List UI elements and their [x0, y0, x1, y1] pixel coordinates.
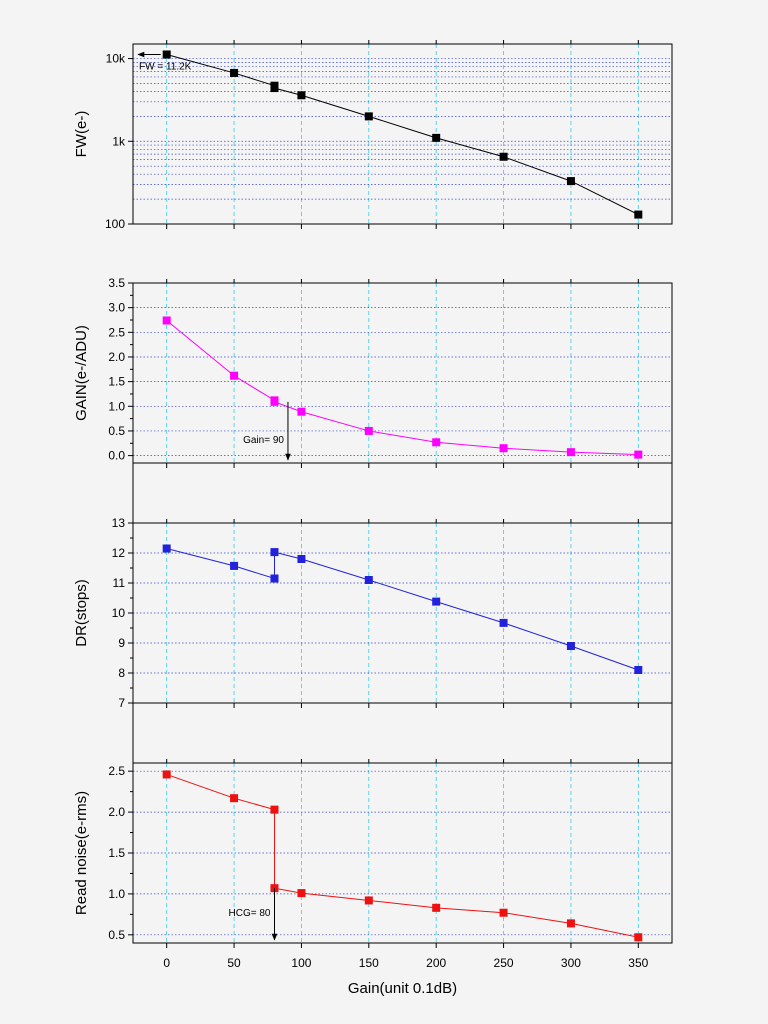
data-point	[634, 210, 643, 219]
x-tick-label: 200	[426, 956, 446, 970]
data-point	[566, 919, 575, 928]
data-point	[270, 84, 279, 93]
data-point	[162, 544, 171, 553]
data-point	[432, 133, 441, 142]
y-tick-label: 10k	[106, 52, 126, 66]
annotation-label: FW = 11.2K	[139, 61, 192, 72]
data-point	[270, 805, 279, 814]
y-tick-label: 2.5	[108, 764, 125, 778]
y-axis-label: DR(stops)	[73, 579, 90, 647]
y-tick-label: 0.0	[108, 449, 125, 463]
x-tick-label: 100	[291, 956, 311, 970]
y-tick-label: 1.0	[108, 887, 125, 901]
y-tick-label: 12	[112, 546, 126, 560]
data-point	[364, 576, 373, 584]
data-point	[364, 112, 373, 121]
panel-4: 0.5 1.0 1.5 2.0 2.5 Read noise(e-rms) HCG= 80	[73, 759, 673, 948]
data-point	[499, 444, 508, 453]
y-tick-label: 1.5	[108, 375, 125, 389]
data-point	[566, 642, 575, 650]
y-axis-label: Read noise(e-rms)	[73, 791, 90, 915]
y-tick-label: 1.5	[108, 846, 125, 860]
y-tick-label: 3.0	[108, 301, 125, 315]
y-tick-label: 0.5	[108, 424, 125, 438]
y-axis-label: FW(e-)	[73, 111, 90, 158]
series-line	[166, 320, 639, 456]
data-point	[270, 548, 279, 557]
x-tick-label: 150	[359, 956, 379, 970]
data-point	[230, 561, 239, 570]
data-point	[566, 177, 575, 186]
data-point	[162, 316, 171, 325]
data-point	[566, 448, 575, 457]
x-tick-label: 0	[163, 956, 170, 970]
data-point	[634, 933, 643, 942]
data-point	[270, 397, 279, 406]
data-point	[499, 152, 508, 161]
y-tick-label: 9	[118, 636, 125, 650]
data-point	[270, 574, 279, 583]
series-line	[166, 773, 639, 938]
data-point	[297, 407, 306, 416]
data-point	[634, 450, 643, 459]
data-point	[230, 371, 239, 380]
x-tick-label: 250	[494, 956, 514, 970]
data-point	[634, 666, 643, 674]
panel-2: 0.0 0.5 1.0 1.5 2.0 2.5 3.0 3.5 GAIN(e-/ADU) Gain…	[73, 276, 673, 468]
y-tick-label: 10	[112, 606, 126, 620]
y-tick-label: 0.5	[108, 928, 125, 942]
data-point	[432, 597, 441, 606]
y-tick-label: 1.0	[108, 399, 125, 413]
plot-frame	[132, 43, 673, 225]
panel-3: 7 8 9 10 11 12 13 DR(stops)	[73, 516, 673, 710]
y-tick-label: 7	[118, 696, 125, 710]
y-tick-label: 3.5	[108, 276, 125, 290]
annotation-label: HCG= 80	[229, 908, 271, 919]
panel-1: 100 1k 10k FW(e-) FW = 11.2K	[73, 40, 673, 231]
data-point	[364, 896, 373, 905]
x-tick-label: 350	[628, 956, 648, 970]
y-tick-label: 8	[118, 666, 125, 680]
data-point	[230, 68, 239, 77]
data-point	[230, 794, 239, 803]
data-point	[499, 908, 508, 917]
y-tick-label: 2.0	[108, 350, 125, 364]
x-tick-label: 300	[561, 956, 581, 970]
x-axis-label: Gain(unit 0.1dB)	[348, 980, 457, 997]
data-point	[162, 770, 171, 779]
plot-frame	[132, 282, 673, 464]
y-tick-label: 13	[112, 516, 126, 530]
y-tick-label: 100	[105, 217, 125, 231]
data-point	[297, 889, 306, 898]
y-tick-label: 1k	[112, 134, 126, 148]
y-tick-label: 11	[113, 576, 126, 590]
data-point	[432, 903, 441, 912]
y-axis-label: GAIN(e-/ADU)	[73, 325, 90, 421]
data-point	[297, 91, 306, 100]
data-point	[432, 438, 441, 447]
data-point	[499, 618, 508, 627]
data-point	[297, 555, 306, 563]
y-tick-label: 2.0	[108, 805, 125, 819]
data-point	[364, 426, 373, 435]
annotation-label: Gain= 90	[243, 435, 284, 446]
series-line	[166, 54, 639, 216]
series-line	[166, 548, 639, 671]
y-tick-label: 2.5	[108, 325, 125, 339]
x-tick-label: 50	[227, 956, 241, 970]
data-point	[162, 50, 171, 59]
